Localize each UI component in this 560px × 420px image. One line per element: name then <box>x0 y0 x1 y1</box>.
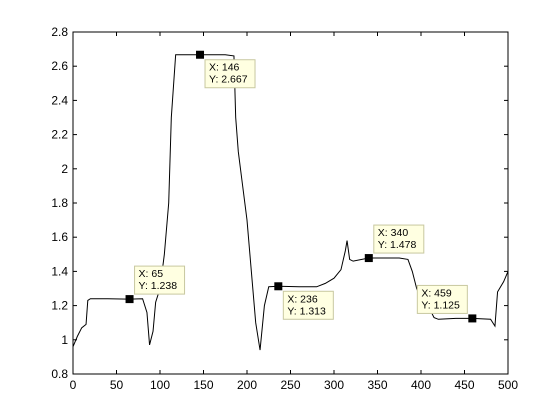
y-tick-label: 2.6 <box>51 59 68 73</box>
data-tip-y-label: Y: 1.125 <box>421 299 460 311</box>
y-tick-label: 1.8 <box>51 196 68 210</box>
x-tick-label: 300 <box>324 378 344 392</box>
data-tip-y-label: Y: 1.313 <box>287 305 326 317</box>
x-tick-label: 50 <box>110 378 124 392</box>
data-tip-marker[interactable] <box>274 282 283 291</box>
y-tick-label: 2.4 <box>51 93 68 107</box>
y-tick-label: 1 <box>61 333 68 347</box>
x-tick-label: 250 <box>280 378 300 392</box>
data-tip-marker[interactable] <box>364 254 373 263</box>
x-tick-label: 400 <box>411 378 431 392</box>
data-tip-x-label: X: 236 <box>287 293 318 305</box>
data-tip-box <box>134 265 186 295</box>
y-tick-label: 2.8 <box>51 25 68 39</box>
data-tip-marker[interactable] <box>196 50 205 59</box>
data-tip-x-label: X: 146 <box>209 62 240 74</box>
axes-layer: 0 50 100 150 200 250 300 350 400 450 500 0.8 1 1.2 1.4… <box>51 25 518 392</box>
y-tick-label: 0.8 <box>51 367 68 381</box>
y-tick-label: 2 <box>61 162 68 176</box>
y-tick-label: 2.2 <box>51 128 68 142</box>
y-tick-label: 1.6 <box>51 230 68 244</box>
x-tick-label: 200 <box>237 378 257 392</box>
y-tick-label: 1.2 <box>51 299 68 313</box>
data-tip-x-label: X: 340 <box>378 227 409 239</box>
x-tick-label: 350 <box>367 378 387 392</box>
data-tip-marker[interactable] <box>468 314 477 323</box>
plot-area <box>73 32 508 374</box>
data-tip-y-label: Y: 1.238 <box>139 280 178 292</box>
data-tip-box <box>373 224 425 254</box>
data-tip-box <box>204 59 256 89</box>
x-tick-label: 500 <box>498 378 518 392</box>
x-tick-label: 0 <box>70 378 77 392</box>
plot-background <box>73 32 508 374</box>
data-tip-x-label: X: 65 <box>139 268 164 280</box>
data-tip-marker[interactable] <box>125 295 134 304</box>
y-tick-label: 1.4 <box>51 264 68 278</box>
data-tip-box <box>282 290 334 320</box>
data-tip-x-label: X: 459 <box>421 287 452 299</box>
x-tick-label: 450 <box>454 378 474 392</box>
x-tick-label: 150 <box>193 378 213 392</box>
x-tick-label: 100 <box>150 378 170 392</box>
data-tip-y-label: Y: 2.667 <box>209 74 248 86</box>
data-tip-0[interactable]: X: 65Y: 1.238 <box>125 265 186 304</box>
data-tip-y-label: Y: 1.478 <box>378 239 417 251</box>
data-tip-box <box>416 284 468 314</box>
